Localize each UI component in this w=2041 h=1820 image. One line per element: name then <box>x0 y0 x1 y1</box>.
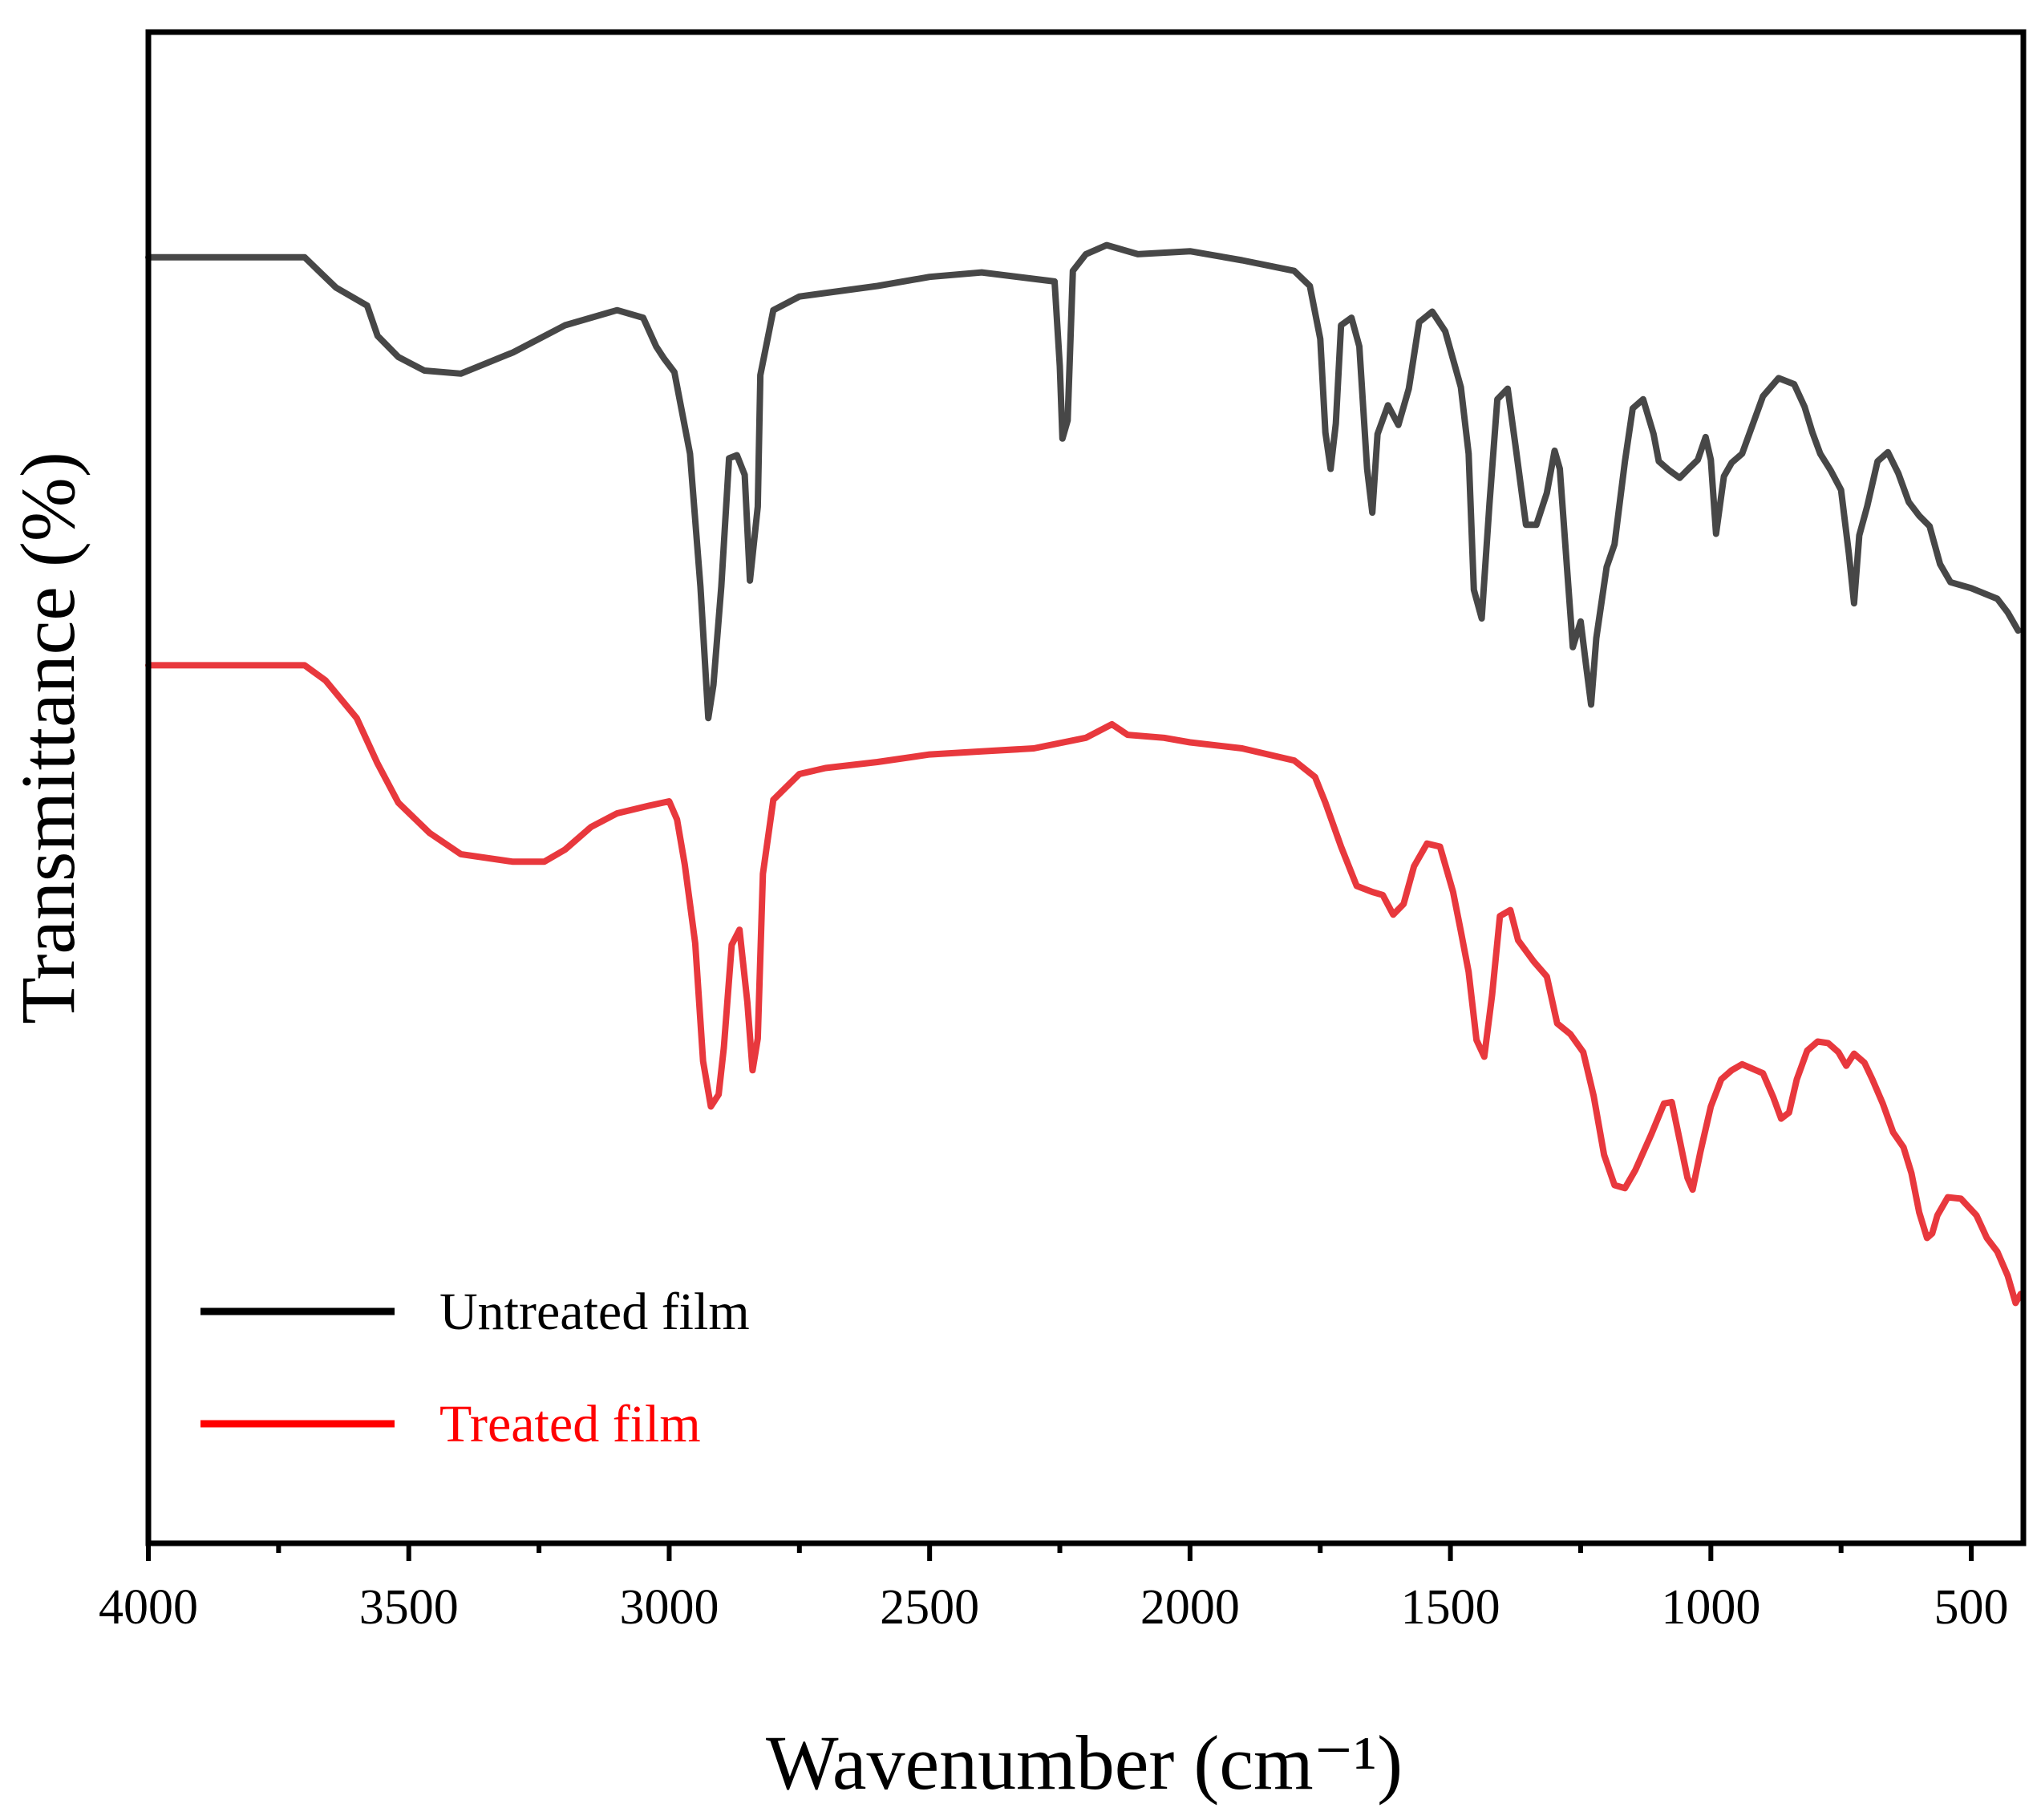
y-axis-title: Transmittance (%) <box>5 452 91 1024</box>
x-tick-label-1000: 1000 <box>1661 1580 1760 1635</box>
x-tick-label-4000: 4000 <box>99 1580 198 1635</box>
legend-label-treated: Treated film <box>439 1395 701 1453</box>
x-tick-label-2500: 2500 <box>880 1580 979 1635</box>
series-layer <box>145 241 2024 1307</box>
x-tick-label-3500: 3500 <box>359 1580 459 1635</box>
series-line-treated <box>145 662 2024 1307</box>
x-tick-label-500: 500 <box>1934 1580 2009 1635</box>
x-tick-label-1500: 1500 <box>1401 1580 1500 1635</box>
x-tick-label-3000: 3000 <box>619 1580 719 1635</box>
legend-label-untreated: Untreated film <box>439 1283 750 1341</box>
x-axis-title: Wavenumber (cm⁻¹) <box>766 1720 1403 1806</box>
series-line-untreated <box>145 241 2022 722</box>
x-axis-ticks: 4000 3500 3000 2500 2000 1500 1000 500 <box>99 1543 2009 1635</box>
x-tick-label-2000: 2000 <box>1140 1580 1240 1635</box>
plot-frame <box>145 29 2027 1546</box>
legend: Untreated film Treated film <box>200 1283 750 1453</box>
